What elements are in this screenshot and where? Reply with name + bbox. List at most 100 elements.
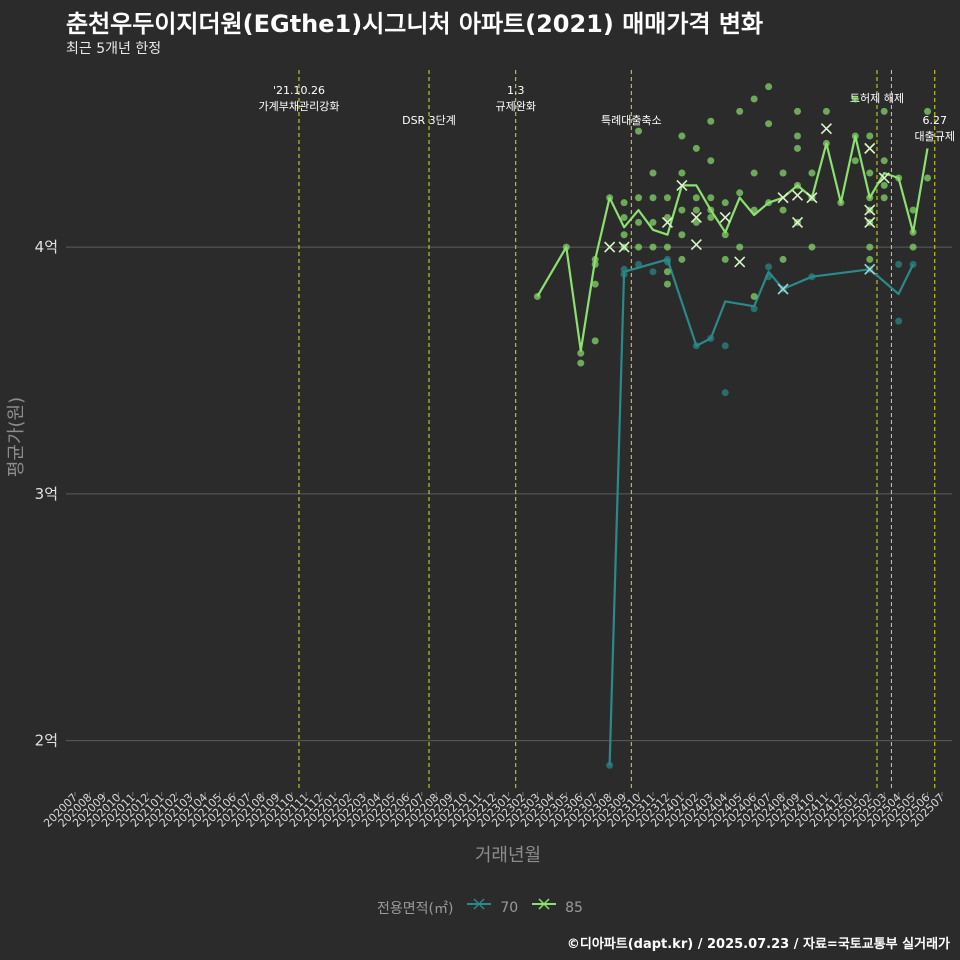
data-point xyxy=(808,169,816,177)
data-point xyxy=(663,213,671,221)
data-point xyxy=(909,243,917,251)
data-point xyxy=(606,761,614,769)
data-point xyxy=(779,255,787,263)
legend-key-70 xyxy=(466,898,491,910)
data-point xyxy=(591,337,599,345)
data-point xyxy=(635,218,643,226)
data-point xyxy=(707,194,715,202)
data-point xyxy=(577,349,585,357)
data-point xyxy=(750,169,758,177)
data-point xyxy=(577,359,585,367)
x-marker xyxy=(734,256,746,268)
data-point xyxy=(736,107,744,115)
data-point xyxy=(924,107,932,115)
data-point xyxy=(750,292,758,300)
legend: 전용면적(㎡) 70 85 xyxy=(0,896,960,918)
data-point xyxy=(707,213,715,221)
data-point xyxy=(880,181,888,189)
data-point xyxy=(765,83,773,91)
data-point xyxy=(707,117,715,125)
data-point xyxy=(822,107,830,115)
event-label: DSR 3단계 xyxy=(402,114,456,127)
x-marker xyxy=(864,216,876,228)
data-point xyxy=(721,231,729,239)
legend-label-85: 85 xyxy=(565,900,583,916)
series-85 xyxy=(533,83,932,367)
data-point xyxy=(866,132,874,140)
data-point xyxy=(678,132,686,140)
event-label: 규제완화 xyxy=(495,100,535,113)
data-point xyxy=(678,255,686,263)
data-point xyxy=(692,206,700,214)
data-point xyxy=(663,194,671,202)
x-marker xyxy=(618,241,630,253)
data-point xyxy=(750,95,758,103)
x-marker xyxy=(676,179,688,191)
x-marker xyxy=(791,189,804,201)
data-point xyxy=(866,255,874,263)
y-axis-label: 평균가(원) xyxy=(6,397,27,477)
x-marker xyxy=(820,123,832,135)
x-marker xyxy=(690,211,702,224)
x-axis: 2020072020082020092020102020112020122021… xyxy=(41,791,947,830)
y-axis: 2억 3억 4억 xyxy=(35,238,58,750)
series-line xyxy=(608,258,915,766)
chart-subtitle: 최근 5개년 한정 xyxy=(66,41,162,57)
data-point xyxy=(924,174,932,182)
data-point xyxy=(635,127,643,135)
data-point xyxy=(721,199,729,207)
y-tick-label: 2억 xyxy=(35,732,58,750)
chart-title: 춘천우두이지더원(EGthe1)시그니처 아파트(2021) 매매가격 변화 xyxy=(66,10,764,38)
data-point xyxy=(635,194,643,202)
data-point xyxy=(866,243,874,251)
data-point xyxy=(707,157,715,165)
grid-lines xyxy=(66,246,952,742)
x-marker xyxy=(791,216,804,228)
event-label: 특례대출축소 xyxy=(601,114,662,127)
x-marker xyxy=(864,142,876,154)
data-point xyxy=(895,317,903,325)
data-point xyxy=(620,213,628,221)
data-point xyxy=(909,206,917,214)
x-marker xyxy=(604,241,616,253)
data-point xyxy=(649,268,657,276)
x-marker xyxy=(661,216,674,228)
legend-label-70: 70 xyxy=(500,900,519,916)
data-point xyxy=(779,206,787,214)
data-point xyxy=(678,206,686,214)
data-point xyxy=(765,263,773,271)
data-point xyxy=(808,243,816,251)
data-point xyxy=(692,194,700,202)
data-point xyxy=(880,107,888,115)
event-label: 대출규제 xyxy=(915,130,955,143)
source-caption: ©디아파트(dapt.kr) / 2025.07.23 / 자료=국토교통부 실… xyxy=(566,937,950,952)
data-point xyxy=(620,199,628,207)
event-label: '21.10.26 xyxy=(273,84,325,97)
data-point xyxy=(721,342,729,350)
x-marker xyxy=(719,211,731,224)
data-point xyxy=(794,132,801,140)
data-point xyxy=(851,157,859,165)
data-point xyxy=(663,243,671,251)
data-point xyxy=(649,194,657,202)
legend-title: 전용면적(㎡) xyxy=(377,901,454,917)
data-point xyxy=(736,243,744,251)
data-point xyxy=(692,218,700,226)
data-point xyxy=(678,231,686,239)
data-point xyxy=(866,169,874,177)
x-marker xyxy=(806,192,818,204)
x-marker xyxy=(690,239,702,251)
data-point xyxy=(663,268,671,276)
data-point xyxy=(620,231,628,239)
data-point xyxy=(692,144,700,152)
y-tick-label: 4억 xyxy=(35,238,58,256)
series-line xyxy=(536,134,929,352)
x-marker xyxy=(777,192,789,204)
data-point xyxy=(880,157,888,165)
data-point xyxy=(765,120,773,128)
data-point xyxy=(649,218,657,226)
legend-key-85 xyxy=(531,898,556,910)
x-marker xyxy=(878,172,890,184)
